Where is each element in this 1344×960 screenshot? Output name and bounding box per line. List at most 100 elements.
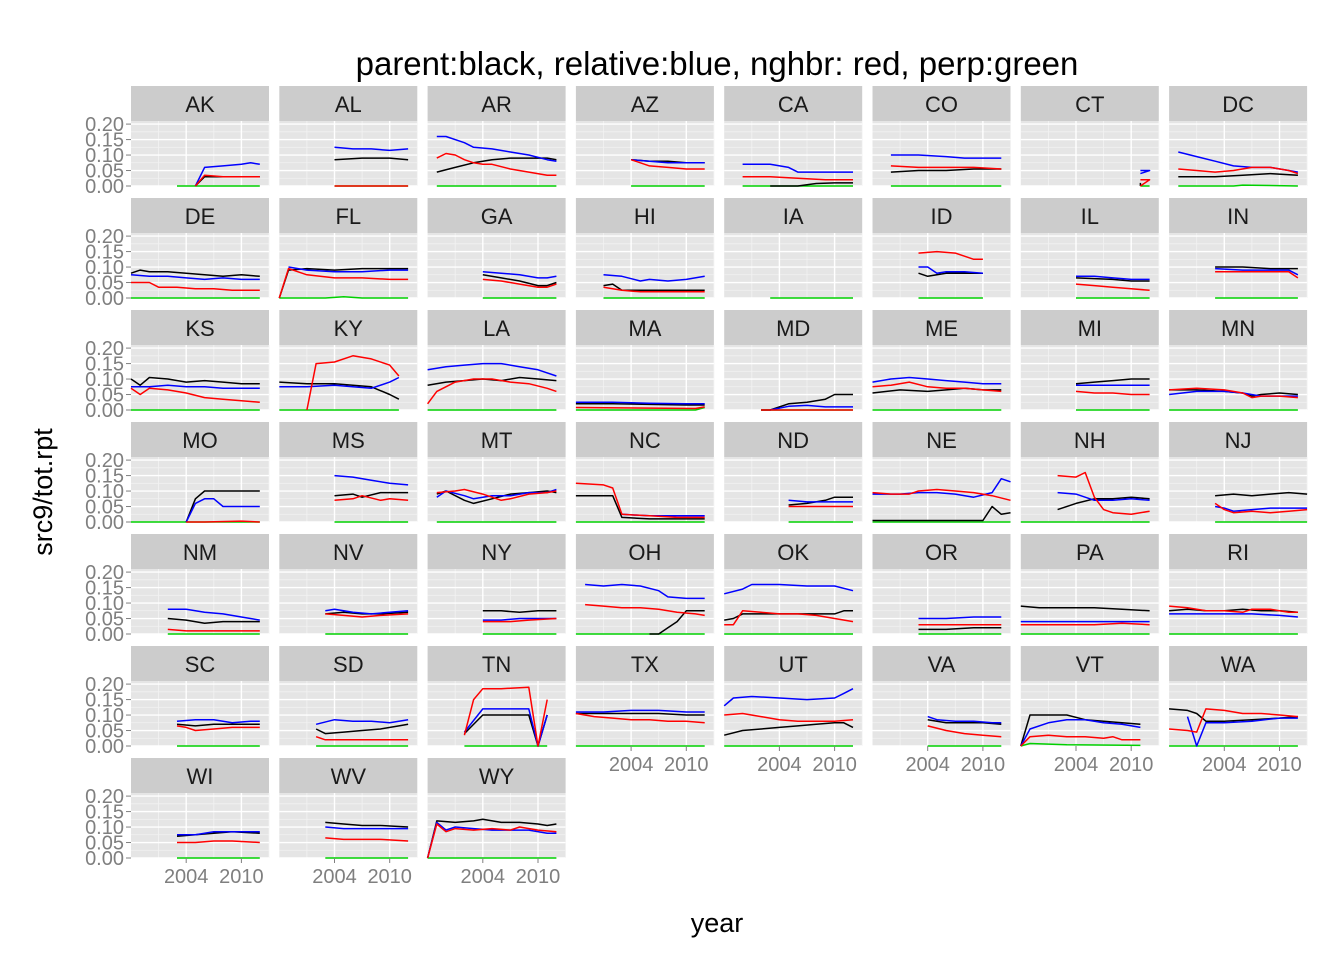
series-line-relative bbox=[325, 826, 409, 830]
facet-strip-label: MT bbox=[481, 428, 513, 453]
facet-panel-mi: MI bbox=[1020, 310, 1160, 411]
facet-panel-nj: NJ bbox=[1169, 422, 1308, 523]
y-tick-label: 0.20 bbox=[85, 786, 124, 808]
series-line-relative bbox=[1076, 275, 1150, 281]
facet-panel-ok: OK bbox=[724, 534, 863, 635]
facet-strip-label: ID bbox=[931, 204, 953, 229]
y-tick-label: 0.10 bbox=[85, 705, 124, 727]
y-tick-label: 0.10 bbox=[85, 369, 124, 391]
facet-strip-label: WI bbox=[187, 764, 214, 789]
series-line-nghbr bbox=[872, 381, 1002, 393]
facet-panel-ca: CA bbox=[724, 86, 863, 187]
series-line-perp bbox=[575, 406, 705, 411]
x-tick-label: 2010 bbox=[367, 866, 412, 888]
facet-panel-ak: AK 0.000.050.100.150.20 bbox=[85, 86, 270, 198]
facet-strip bbox=[131, 198, 269, 233]
series-line-nghbr bbox=[1215, 270, 1299, 279]
panel-background bbox=[279, 569, 418, 634]
facet-strip bbox=[1169, 198, 1308, 233]
facet-panel-sd: SD bbox=[279, 646, 418, 747]
panel-background bbox=[1169, 345, 1308, 410]
series-line-parent bbox=[130, 269, 260, 278]
facet-strip-label: AL bbox=[335, 92, 362, 117]
panel-background bbox=[1169, 233, 1308, 298]
series-line-parent bbox=[325, 821, 409, 828]
series-line-nghbr bbox=[167, 628, 260, 632]
facet-strip bbox=[279, 646, 418, 681]
series-line-nghbr bbox=[194, 174, 260, 187]
series-line-parent bbox=[788, 496, 853, 506]
panel-background bbox=[279, 121, 418, 186]
y-tick-label: 0.20 bbox=[85, 338, 124, 360]
panel-background bbox=[872, 345, 1011, 410]
series-line-relative bbox=[770, 404, 853, 411]
series-line-nghbr bbox=[436, 488, 557, 502]
facet-strip-label: KS bbox=[185, 316, 214, 341]
panel-background bbox=[427, 233, 566, 298]
series-line-relative bbox=[131, 384, 260, 390]
facet-panel-co: CO bbox=[872, 86, 1011, 187]
facet-strip-label: DE bbox=[185, 204, 216, 229]
series-line-nghbr bbox=[575, 712, 705, 724]
facet-strip-label: MO bbox=[182, 428, 217, 453]
series-line-relative bbox=[585, 583, 705, 600]
facet-strip bbox=[724, 646, 863, 681]
facet-panel-wi: WI 0.000.050.100.150.20 2004 2010 bbox=[85, 758, 270, 888]
x-tick-label: 2010 bbox=[1257, 754, 1302, 776]
facet-panel-ct: CT bbox=[1020, 86, 1160, 187]
series-line-relative bbox=[927, 715, 1002, 724]
facet-panel-nm: NM 0.000.050.100.150.20 bbox=[85, 534, 270, 646]
facet-panel-nv: NV bbox=[279, 534, 418, 635]
series-line-nghbr bbox=[130, 387, 260, 404]
series-line-nghbr bbox=[603, 286, 705, 293]
facet-strip bbox=[427, 310, 566, 345]
series-line-parent bbox=[436, 490, 557, 505]
x-tick-label: 2004 bbox=[905, 754, 950, 776]
series-line-parent bbox=[426, 818, 557, 859]
facet-strip-label: OK bbox=[777, 540, 809, 565]
series-line-nghbr bbox=[724, 610, 854, 626]
series-line-nghbr bbox=[1214, 502, 1308, 514]
series-line-nghbr bbox=[927, 725, 1002, 738]
facet-panel-la: LA bbox=[426, 310, 566, 411]
facet-strip-label: KY bbox=[334, 316, 364, 341]
facet-panel-ky: KY bbox=[279, 310, 418, 411]
panel-background bbox=[1020, 457, 1159, 522]
facet-panel-nd: ND bbox=[724, 422, 863, 523]
facet-strip-label: NY bbox=[481, 540, 512, 565]
series-line-nghbr bbox=[1169, 387, 1298, 399]
x-tick-label: 2010 bbox=[812, 754, 857, 776]
series-line-nghbr bbox=[306, 355, 400, 411]
panel-background bbox=[427, 345, 566, 410]
facet-strip-label: IL bbox=[1081, 204, 1099, 229]
facet-strip bbox=[575, 646, 714, 681]
panel-background bbox=[131, 681, 269, 746]
x-tick-label: 2004 bbox=[461, 866, 506, 888]
y-tick-label: 0.15 bbox=[85, 354, 124, 376]
y-tick-label: 0.20 bbox=[85, 226, 124, 248]
facet-strip-label: CA bbox=[778, 92, 809, 117]
y-tick-label: 0.20 bbox=[85, 114, 124, 136]
facet-strip-label: AZ bbox=[631, 92, 659, 117]
series-line-nghbr bbox=[325, 837, 409, 842]
facet-strip bbox=[1169, 534, 1308, 569]
panel-background bbox=[575, 457, 714, 522]
facet-strip bbox=[1169, 422, 1308, 457]
panel-background bbox=[1020, 345, 1159, 410]
series-line-relative bbox=[167, 608, 260, 621]
facet-strip-label: RI bbox=[1227, 540, 1249, 565]
series-line-nghbr bbox=[1075, 390, 1150, 396]
panel-background bbox=[575, 345, 714, 410]
series-line-nghbr bbox=[630, 158, 705, 170]
y-tick-label: 0.15 bbox=[85, 690, 124, 712]
series-line-parent bbox=[1075, 277, 1150, 282]
series-line-parent bbox=[482, 610, 557, 614]
facet-strip-label: ME bbox=[925, 316, 958, 341]
facet-strip bbox=[724, 422, 863, 457]
facet-panel-wa: WA 2004 2010 bbox=[1169, 646, 1308, 776]
facet-strip bbox=[724, 198, 863, 233]
panel-background bbox=[724, 457, 863, 522]
y-tick-label: 0.15 bbox=[85, 466, 124, 488]
series-line-relative bbox=[436, 135, 557, 162]
